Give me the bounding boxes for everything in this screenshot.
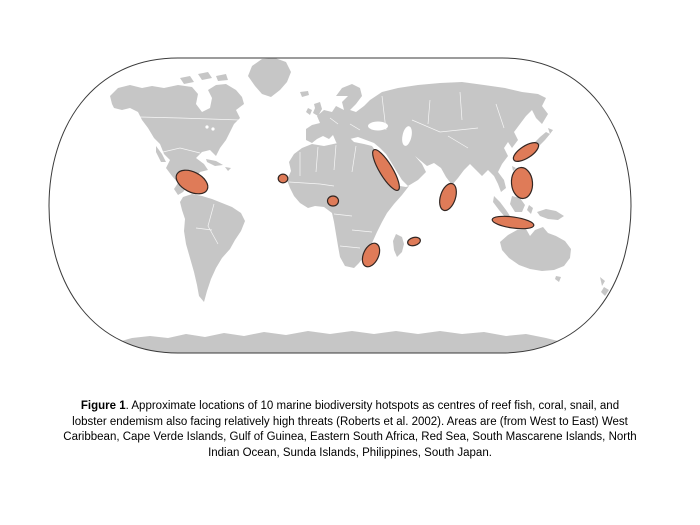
caption-line-2: lobster endemism also facing relatively …	[72, 415, 628, 428]
black-sea	[368, 121, 388, 131]
hotspot-west-caribbean: West Caribbean	[175, 169, 209, 195]
landmass-australia	[500, 227, 571, 282]
landmass-layer	[108, 58, 609, 353]
landmass-south-america	[180, 194, 245, 302]
great-lake	[205, 125, 209, 129]
landmass-british-isles	[306, 102, 322, 116]
landmass-antarctica	[108, 331, 574, 353]
landmass-taiwan	[512, 166, 516, 171]
hotspot-sunda-islands: Sunda Islands	[491, 215, 535, 230]
map-outline	[48, 57, 632, 354]
caspian-sea	[402, 126, 412, 146]
great-lake	[211, 127, 215, 131]
landmass-madagascar	[393, 234, 404, 257]
hotspot-eastern-south-africa: Eastern South Africa	[361, 242, 381, 268]
hotspot-cape-verde-islands: Cape Verde Islands	[277, 173, 289, 184]
landmass-greenland	[248, 58, 291, 97]
hotspot-south-mascarene-islands: South Mascarene Islands	[407, 236, 421, 247]
country-border-layer	[139, 91, 505, 249]
landmass-italy	[334, 131, 349, 153]
world-map-figure: West Caribbean Cape Verde Islands Gulf of …	[48, 57, 632, 354]
world-map: West Caribbean Cape Verde Islands Gulf of …	[48, 57, 632, 354]
figure-caption: Figure 1. Approximate locations of 10 ma…	[20, 399, 680, 461]
landmass-new-guinea	[537, 209, 564, 220]
caption-line-1: Figure 1. Approximate locations of 10 ma…	[80, 400, 620, 412]
landmass-caribbean-islands	[206, 159, 231, 171]
hotspot-red-sea: Red Sea	[372, 148, 400, 192]
hotspot-south-japan: South Japan	[512, 142, 540, 162]
caption-line-3: Caribbean, Cape Verde Islands, Gulf of G…	[63, 431, 637, 443]
landmass-north-america	[110, 84, 244, 195]
figure-label: Figure 1	[80, 400, 126, 412]
landmass-arctic-islands	[180, 72, 228, 84]
hotspots-layer: West Caribbean Cape Verde Islands Gulf of …	[175, 142, 540, 268]
caption-line-4: Indian Ocean, Sunda Islands, Philippines…	[208, 446, 492, 459]
country-borders	[139, 91, 505, 249]
landmass-new-zealand	[600, 277, 609, 296]
hotspot-philippines: Philippines	[510, 166, 534, 200]
inland-water-layer	[205, 121, 412, 146]
hotspot-gulf-of-guinea: Gulf of Guinea	[326, 195, 340, 207]
hotspot-north-indian-ocean: North Indian Ocean	[439, 182, 457, 212]
landmass-eurasia	[306, 82, 548, 192]
landmass-baja	[156, 146, 166, 162]
landmass-iceland	[300, 91, 309, 97]
